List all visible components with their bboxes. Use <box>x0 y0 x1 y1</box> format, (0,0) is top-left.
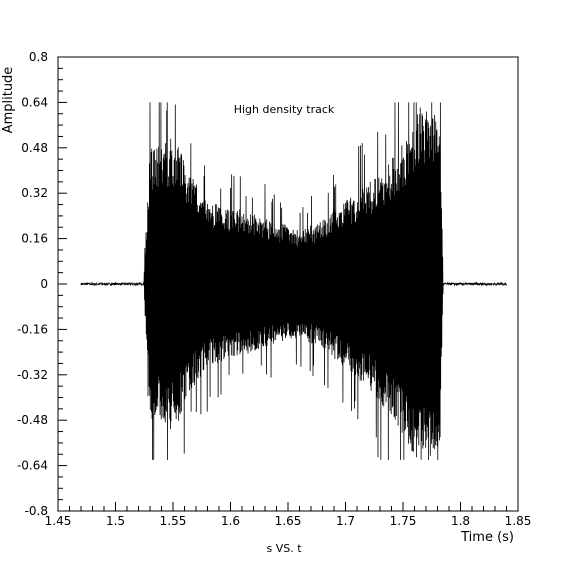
y-tick-label: -0.32 <box>17 368 48 382</box>
y-tick-label: 0 <box>40 277 48 291</box>
y-axis-ticks: -0.8 -0.64 -0.48 -0.32 -0.16 0 0.16 0.32 0.48 0.6… <box>17 50 67 518</box>
y-tick-label: 0.32 <box>21 186 48 200</box>
annotation-label: High density track <box>234 103 335 116</box>
x-axis-label: Time (s) <box>460 530 514 545</box>
y-tick-label: -0.16 <box>17 322 48 336</box>
x-tick-label: 1.75 <box>390 514 417 528</box>
y-tick-label: 0.16 <box>21 232 48 246</box>
x-tick-label: 1.45 <box>45 514 72 528</box>
y-tick-label: -0.64 <box>17 459 48 473</box>
x-tick-label: 1.55 <box>160 514 187 528</box>
y-axis-label: Amplitude <box>1 67 16 134</box>
x-tick-label: 1.5 <box>106 514 125 528</box>
y-tick-label: 0.64 <box>21 95 48 109</box>
footer-label: s VS. t <box>266 542 302 555</box>
waveform-series <box>80 102 507 460</box>
x-tick-label: 1.7 <box>336 514 355 528</box>
y-tick-label: 0.48 <box>21 141 48 155</box>
y-tick-label: -0.48 <box>17 413 48 427</box>
x-axis-ticks: 1.45 1.5 1.55 1.6 1.65 1.7 1.75 1.8 1.85 <box>45 502 532 528</box>
x-tick-label: 1.65 <box>275 514 302 528</box>
y-tick-label: 0.8 <box>29 50 48 64</box>
waveform-line <box>80 102 507 460</box>
x-tick-label: 1.6 <box>221 514 240 528</box>
x-tick-label: 1.85 <box>505 514 532 528</box>
y-tick-label: -0.8 <box>25 504 48 518</box>
x-tick-label: 1.8 <box>451 514 470 528</box>
